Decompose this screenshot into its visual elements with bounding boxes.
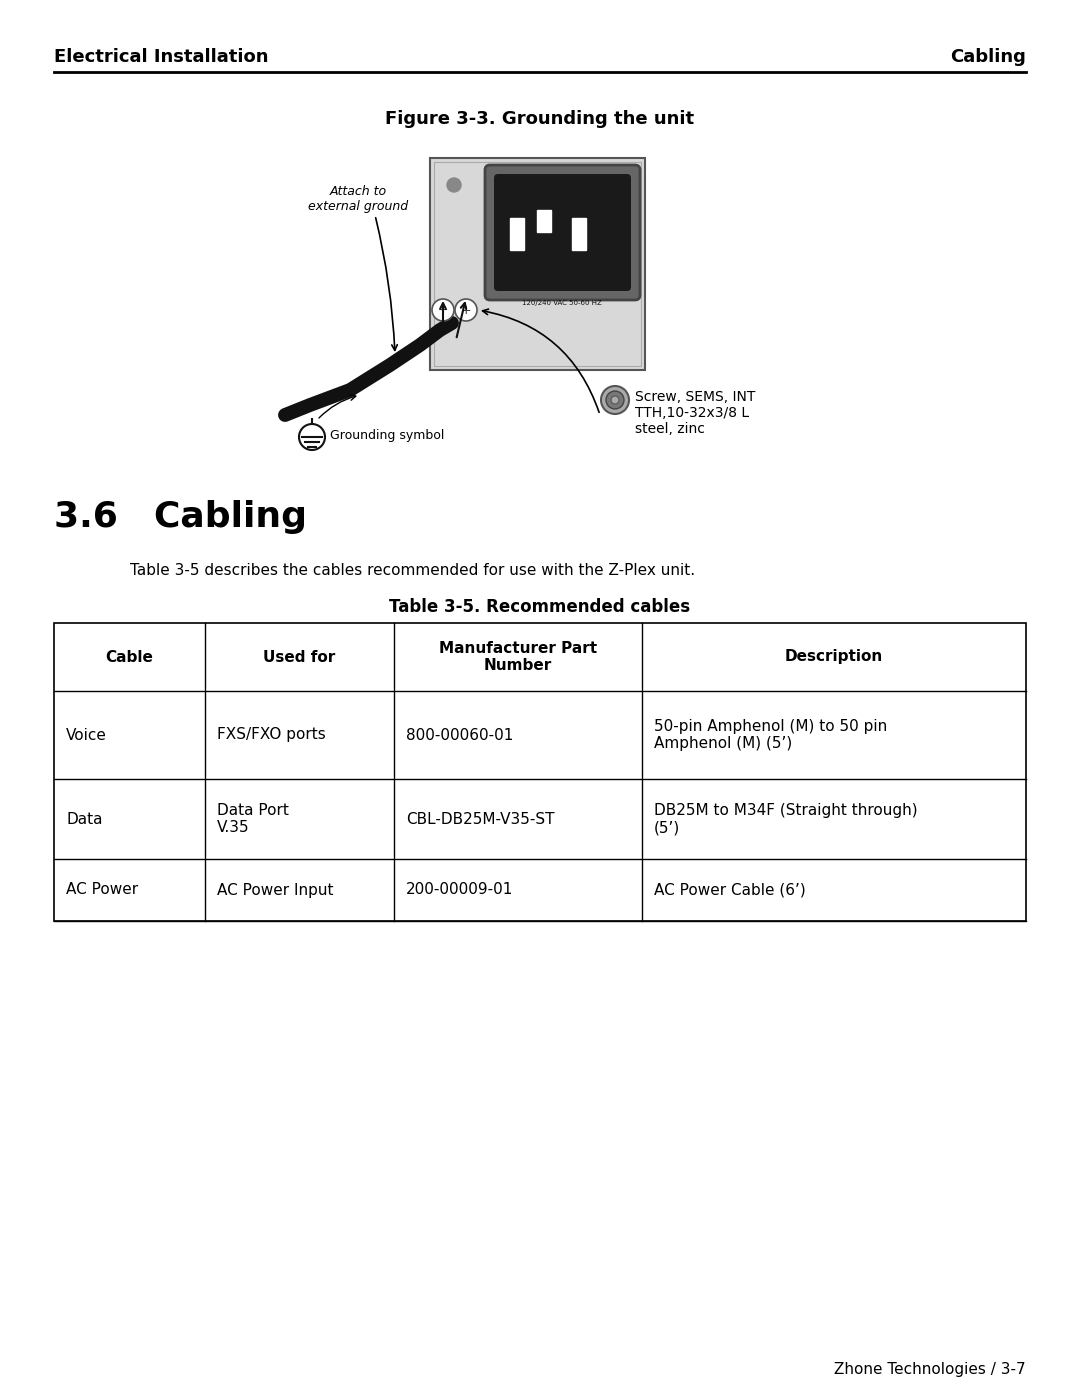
Text: Zhone Technologies / 3-7: Zhone Technologies / 3-7 bbox=[835, 1362, 1026, 1377]
Text: Data: Data bbox=[66, 812, 103, 827]
Text: Data Port
V.35: Data Port V.35 bbox=[217, 803, 288, 835]
Circle shape bbox=[611, 395, 619, 404]
Bar bbox=[572, 218, 586, 250]
Text: 800-00060-01: 800-00060-01 bbox=[406, 728, 514, 742]
Bar bbox=[537, 210, 551, 232]
Text: Attach to
external ground: Attach to external ground bbox=[308, 184, 408, 212]
FancyBboxPatch shape bbox=[494, 175, 631, 291]
Text: AC Power Input: AC Power Input bbox=[217, 883, 333, 897]
Text: −: − bbox=[437, 303, 448, 317]
Text: Voice: Voice bbox=[66, 728, 107, 742]
Text: 200-00009-01: 200-00009-01 bbox=[406, 883, 514, 897]
Text: AC Power Cable (6’): AC Power Cable (6’) bbox=[654, 883, 806, 897]
Text: Manufacturer Part
Number: Manufacturer Part Number bbox=[440, 641, 597, 673]
Circle shape bbox=[447, 177, 461, 191]
Circle shape bbox=[455, 299, 477, 321]
Circle shape bbox=[606, 391, 624, 409]
Text: 120/240 VAC 50-60 HZ: 120/240 VAC 50-60 HZ bbox=[522, 300, 602, 306]
Text: +: + bbox=[461, 303, 471, 317]
FancyBboxPatch shape bbox=[485, 165, 640, 300]
Text: AC Power: AC Power bbox=[66, 883, 138, 897]
Text: DB25M to M34F (Straight through)
(5’): DB25M to M34F (Straight through) (5’) bbox=[654, 803, 918, 835]
Text: Electrical Installation: Electrical Installation bbox=[54, 47, 269, 66]
Bar bbox=[430, 158, 645, 370]
Text: Used for: Used for bbox=[264, 650, 336, 665]
Text: 50-pin Amphenol (M) to 50 pin
Amphenol (M) (5’): 50-pin Amphenol (M) to 50 pin Amphenol (… bbox=[654, 719, 888, 752]
Bar bbox=[510, 218, 524, 250]
Text: 3.6 Cabling: 3.6 Cabling bbox=[54, 500, 307, 534]
Text: Description: Description bbox=[785, 650, 883, 665]
Text: Cabling: Cabling bbox=[950, 47, 1026, 66]
Bar bbox=[54, 623, 1026, 921]
Text: Screw, SEMS, INT
TTH,10-32x3/8 L
steel, zinc: Screw, SEMS, INT TTH,10-32x3/8 L steel, … bbox=[635, 390, 755, 436]
Text: Table 3-5. Recommended cables: Table 3-5. Recommended cables bbox=[390, 598, 690, 616]
Circle shape bbox=[600, 386, 629, 414]
Text: Grounding symbol: Grounding symbol bbox=[330, 429, 444, 441]
Text: FXS/FXO ports: FXS/FXO ports bbox=[217, 728, 325, 742]
Text: Figure 3-3. Grounding the unit: Figure 3-3. Grounding the unit bbox=[386, 110, 694, 129]
Text: Cable: Cable bbox=[106, 650, 153, 665]
Text: CBL-DB25M-V35-ST: CBL-DB25M-V35-ST bbox=[406, 812, 555, 827]
Circle shape bbox=[299, 425, 325, 450]
Text: Table 3-5 describes the cables recommended for use with the Z-Plex unit.: Table 3-5 describes the cables recommend… bbox=[130, 563, 696, 578]
Circle shape bbox=[432, 299, 454, 321]
